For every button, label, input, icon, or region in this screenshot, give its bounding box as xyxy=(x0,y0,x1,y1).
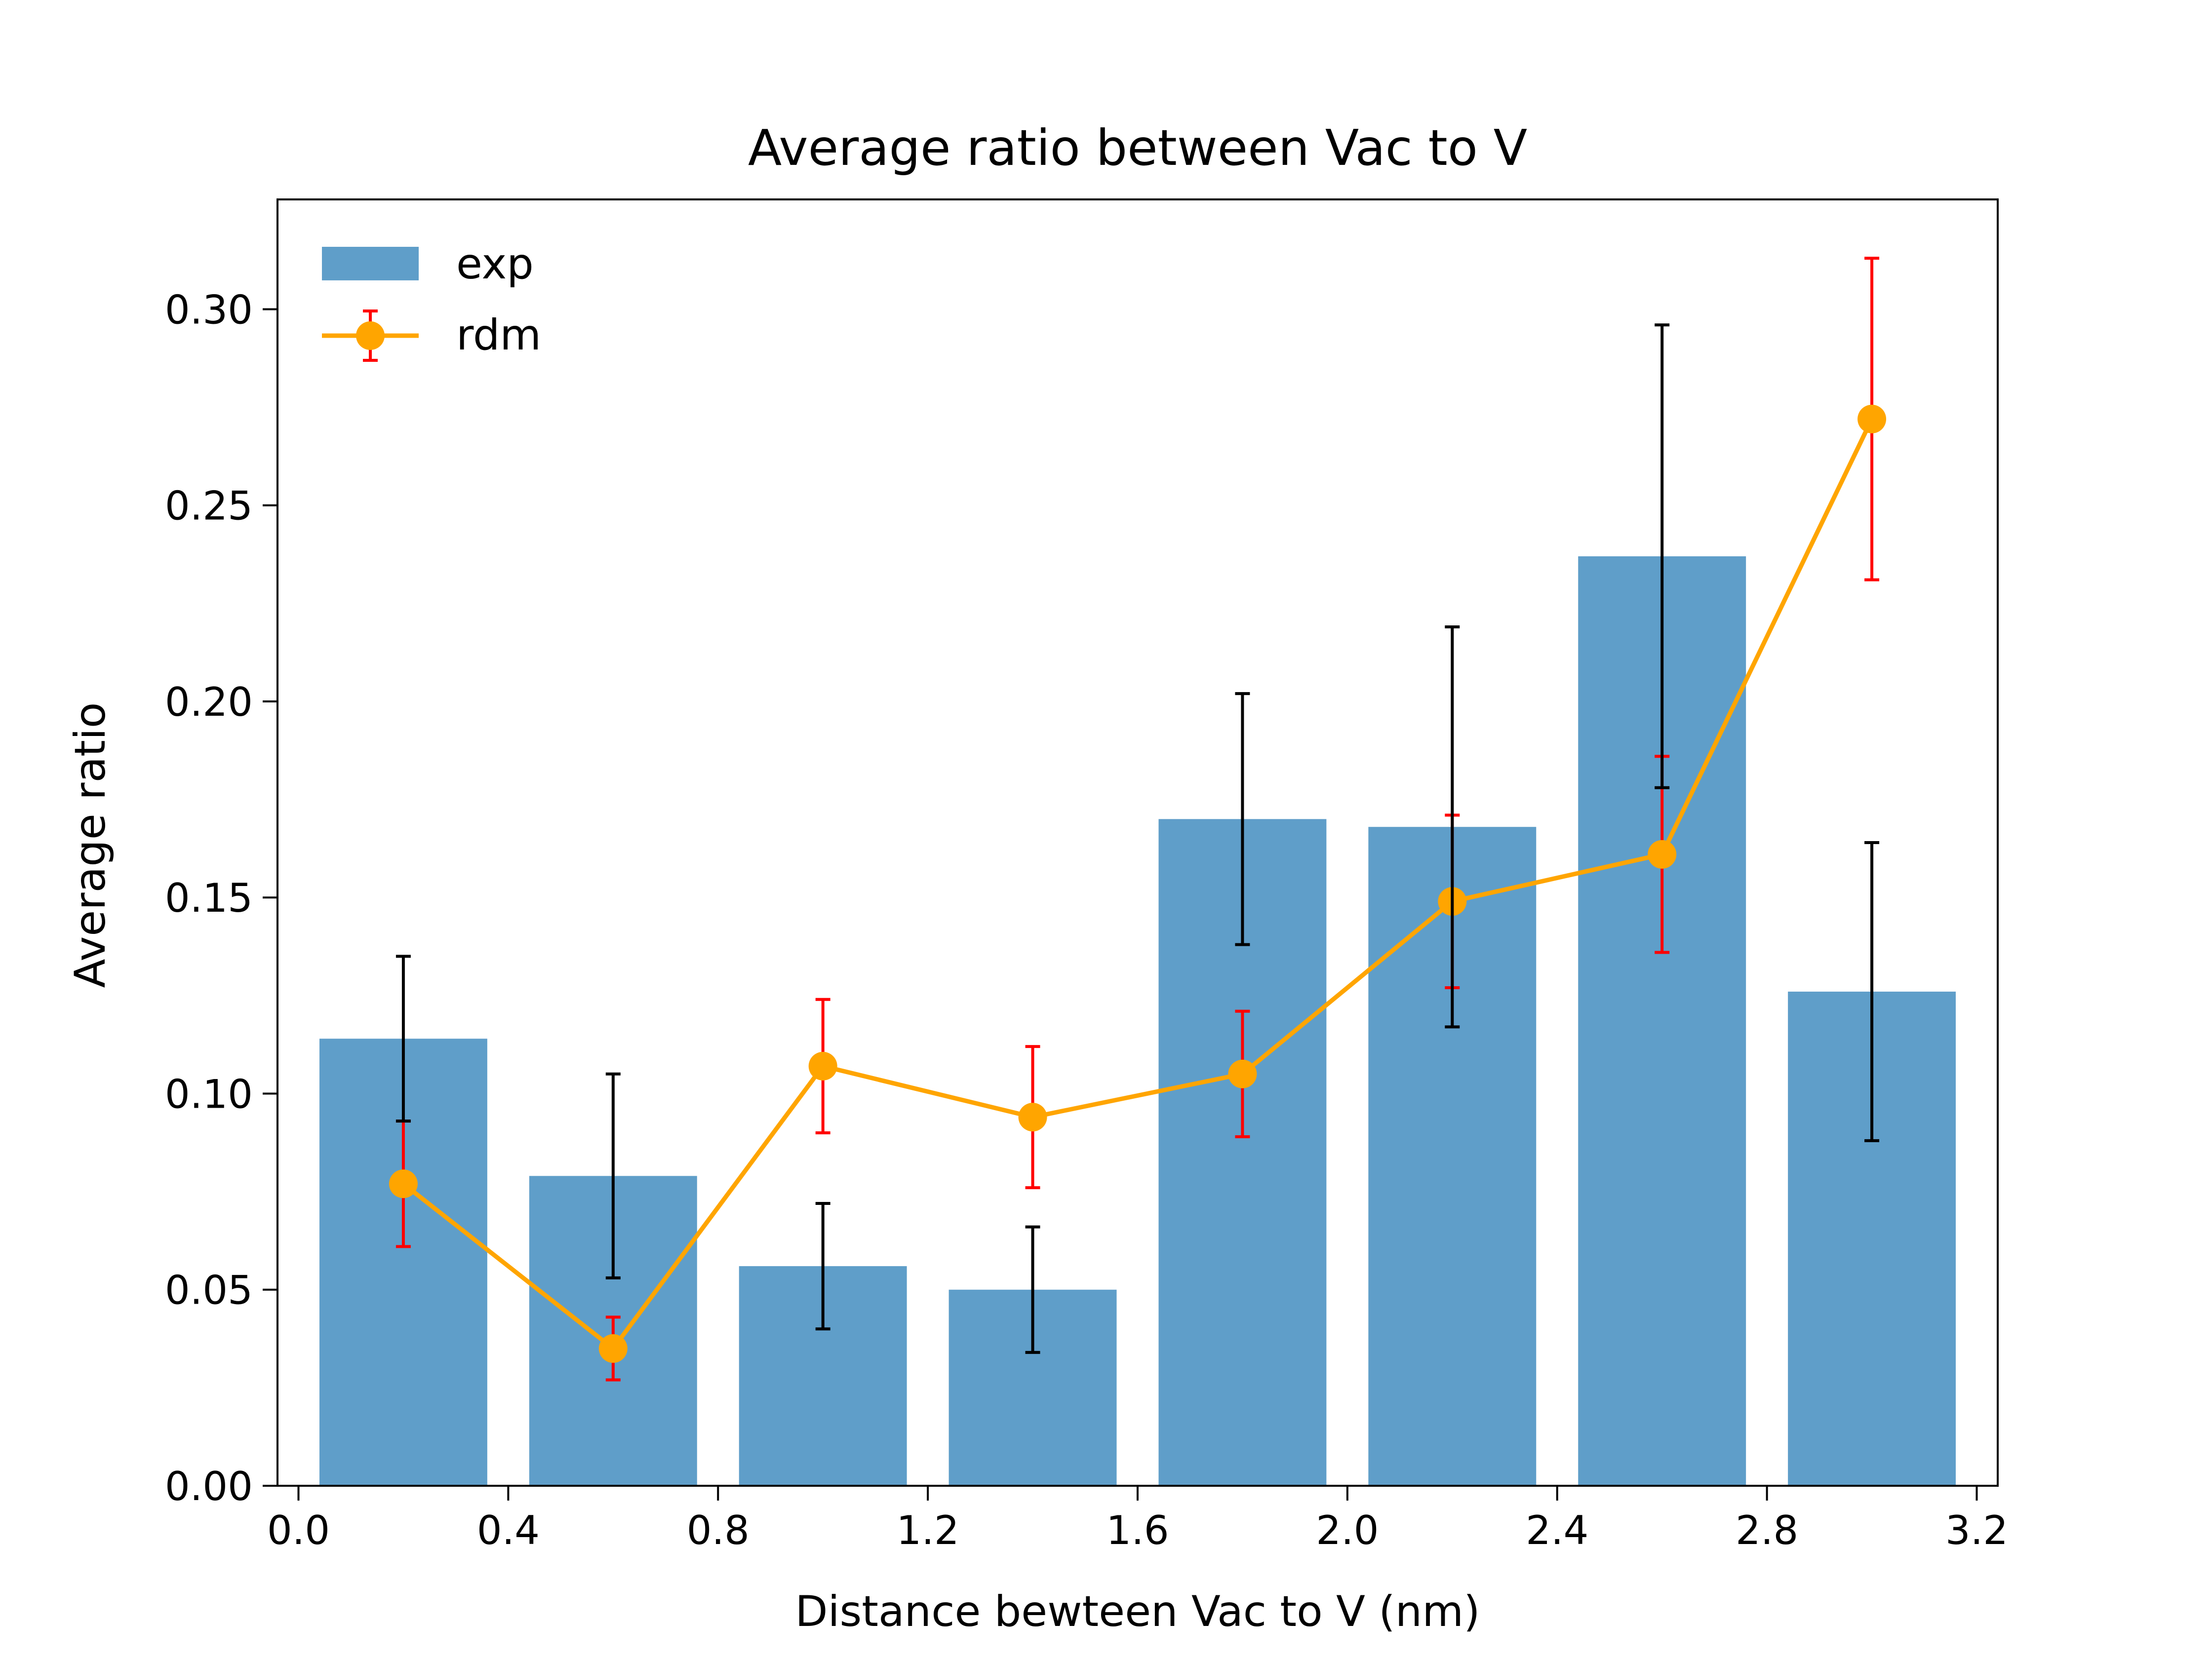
y-tick-label: 0.10 xyxy=(165,1071,253,1117)
y-tick-label: 0.15 xyxy=(165,875,253,921)
y-axis-label: Average ratio xyxy=(66,702,115,988)
y-tick-label: 0.30 xyxy=(165,287,253,333)
x-tick-label: 0.4 xyxy=(477,1507,540,1553)
y-tick-label: 0.20 xyxy=(165,679,253,725)
legend-swatch-exp xyxy=(322,247,419,280)
legend-label-exp: exp xyxy=(456,239,534,289)
x-tick-label: 2.4 xyxy=(1526,1507,1588,1553)
legend-marker-rdm xyxy=(356,321,385,350)
x-tick-label: 2.8 xyxy=(1736,1507,1798,1553)
y-tick-label: 0.00 xyxy=(165,1464,253,1509)
y-tick-label: 0.05 xyxy=(165,1268,253,1313)
x-tick-label: 0.0 xyxy=(267,1507,330,1553)
point-rdm-7 xyxy=(1857,404,1887,433)
point-rdm-1 xyxy=(598,1334,628,1363)
x-axis-label: Distance bewteen Vac to V (nm) xyxy=(795,1587,1480,1636)
point-rdm-0 xyxy=(389,1169,418,1198)
point-rdm-2 xyxy=(808,1051,837,1081)
x-tick-label: 0.8 xyxy=(687,1507,750,1553)
point-rdm-4 xyxy=(1228,1059,1257,1088)
y-tick-label: 0.25 xyxy=(165,483,253,529)
plot-area: 0.0 0.4 0.8 1.2 1.6 2.0 2.4 2.8 3.2 0.00 0.05 0.10 0… xyxy=(165,198,2008,1553)
point-rdm-6 xyxy=(1648,840,1677,869)
x-tick-label: 1.2 xyxy=(897,1507,959,1553)
x-tick-label: 3.2 xyxy=(1945,1507,2008,1553)
legend-label-rdm: rdm xyxy=(456,310,541,360)
chart-title: Average ratio between Vac to V xyxy=(748,119,1527,177)
x-tick-label: 2.0 xyxy=(1316,1507,1379,1553)
series-line-rdm xyxy=(402,418,1874,1351)
point-rdm-3 xyxy=(1018,1103,1047,1132)
x-tick-label: 1.6 xyxy=(1106,1507,1169,1553)
